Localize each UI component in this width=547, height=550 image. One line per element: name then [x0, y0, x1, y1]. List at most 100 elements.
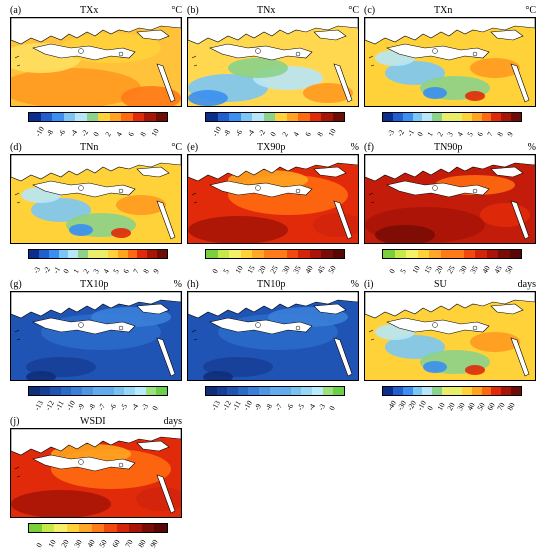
colorbar-swatch — [509, 250, 521, 258]
colorbar-tick-label: 30 — [72, 538, 84, 549]
colorbar-swatch — [156, 387, 167, 395]
panel-b: (b) TNx °C -10 -8 -6 -4 -2 0 2 4 6 8 10 — [187, 0, 359, 138]
colorbar-swatch — [68, 250, 79, 258]
panel-j: (j) WSDI days 0 10 20 30 40 50 60 70 80 90 — [10, 411, 182, 549]
colorbar-swatch — [412, 113, 423, 121]
colorbar-swatch — [29, 113, 41, 121]
colorbar-d — [28, 249, 168, 259]
colorbar-swatch — [129, 524, 142, 532]
panel-label: (h) — [187, 279, 199, 290]
colorbar-swatch — [54, 524, 67, 532]
colorbar-swatch — [137, 250, 148, 258]
colorbar-swatch — [309, 113, 321, 121]
colorbar-swatch — [322, 387, 334, 395]
panel-unit: °C — [171, 142, 182, 153]
colorbar-tick-label: 20 — [59, 538, 71, 549]
colorbar-swatch — [491, 113, 502, 121]
colorbar-swatch — [432, 113, 443, 121]
colorbar-swatch — [39, 387, 51, 395]
panel-f: (f) TN90p% 0 5 10 15 20 25 30 35 40 45 50 — [364, 137, 536, 275]
panel-title: TN90p — [434, 142, 463, 153]
colorbar-swatch — [412, 387, 423, 395]
colorbar-i — [382, 386, 522, 396]
colorbar-swatch — [286, 113, 298, 121]
colorbar-tick-label: -6 — [284, 402, 296, 412]
panel-title: TNx — [257, 5, 276, 16]
panel-title: SU — [434, 279, 447, 290]
colorbar-swatch — [86, 113, 98, 121]
colorbar-f — [382, 249, 522, 259]
colorbar-swatch — [298, 250, 310, 258]
colorbar-swatch — [38, 250, 49, 258]
colorbar-swatch — [429, 250, 441, 258]
colorbar-swatch — [92, 387, 104, 395]
colorbar-swatch — [132, 113, 144, 121]
colorbar-tick-label: 80 — [505, 401, 517, 412]
colorbar-swatch — [88, 250, 99, 258]
panel-unit: °C — [525, 5, 536, 16]
map-f — [364, 154, 536, 244]
panel-title: TXn — [434, 5, 453, 16]
map-b — [187, 17, 359, 107]
colorbar-swatch — [145, 387, 157, 395]
colorbar-swatch — [383, 113, 393, 121]
colorbar-swatch — [475, 250, 487, 258]
colorbar-swatch — [402, 113, 413, 121]
colorbar-tick-label: 70 — [122, 538, 135, 549]
colorbar-swatch — [71, 387, 83, 395]
colorbar-swatch — [107, 250, 118, 258]
map-e — [187, 154, 359, 244]
colorbar-swatch — [217, 113, 229, 121]
colorbar-swatch — [52, 113, 64, 121]
panel-title: TXx — [80, 5, 99, 16]
colorbar-swatch — [263, 250, 275, 258]
colorbar-swatch — [237, 387, 249, 395]
colorbar-swatch — [206, 387, 217, 395]
colorbar-swatch — [259, 387, 270, 395]
colorbar-swatch — [252, 113, 264, 121]
colorbar-swatch — [402, 387, 413, 395]
colorbar-swatch — [332, 113, 344, 121]
colorbar-swatch — [144, 113, 156, 121]
colorbar-g — [28, 386, 168, 396]
colorbar-swatch — [481, 387, 492, 395]
colorbar-swatch — [275, 250, 287, 258]
colorbar-swatch — [121, 113, 133, 121]
colorbar-swatch — [124, 387, 136, 395]
colorbar-swatch — [332, 250, 344, 258]
map-g — [10, 291, 182, 381]
panel-unit: % — [527, 142, 536, 153]
colorbar-swatch — [104, 524, 117, 532]
colorbar-swatch — [66, 524, 80, 532]
colorbar-swatch — [206, 113, 218, 121]
colorbar-swatch — [155, 113, 167, 121]
colorbar-swatch — [486, 250, 498, 258]
colorbar-swatch — [48, 250, 59, 258]
panel-label: (i) — [364, 279, 374, 290]
colorbar-swatch — [75, 113, 87, 121]
colorbar-swatch — [98, 113, 110, 121]
panel-label: (e) — [187, 142, 199, 153]
panel-i: (i) SU days -40 -30 -20 -10 0 10 20 30 40 50 60 70 80 — [364, 274, 536, 412]
colorbar-swatch — [217, 250, 229, 258]
colorbar-swatch — [463, 250, 475, 258]
colorbar-swatch — [280, 387, 291, 395]
colorbar-swatch — [442, 113, 453, 121]
panel-label: (j) — [10, 416, 20, 427]
colorbar-swatch — [481, 113, 492, 121]
colorbar-swatch — [216, 387, 228, 395]
colorbar-swatch — [147, 250, 158, 258]
colorbar-swatch — [290, 387, 302, 395]
colorbar-swatch — [432, 387, 443, 395]
colorbar-swatch — [29, 387, 40, 395]
colorbar-swatch — [321, 250, 333, 258]
colorbar-swatch — [206, 250, 218, 258]
colorbar-swatch — [79, 524, 92, 532]
colorbar-swatch — [240, 113, 252, 121]
colorbar-swatch — [406, 250, 418, 258]
panel-label: (b) — [187, 5, 199, 16]
colorbar-swatch — [333, 387, 344, 395]
colorbar-swatch — [227, 387, 238, 395]
panel-title: TX10p — [80, 279, 109, 290]
colorbar-swatch — [135, 387, 146, 395]
